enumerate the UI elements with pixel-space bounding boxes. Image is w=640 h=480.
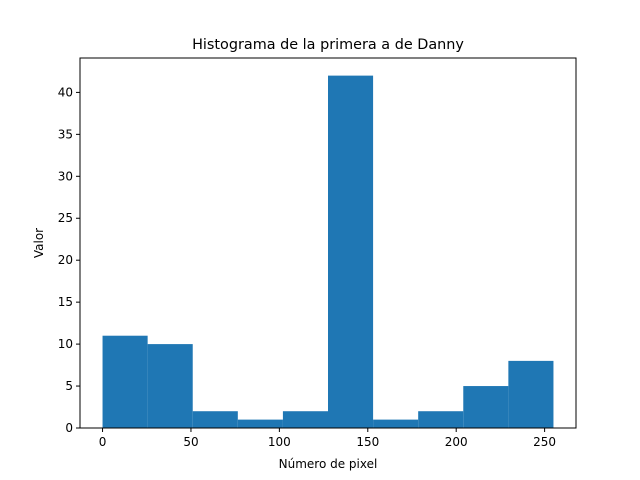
histogram-bar	[237, 419, 283, 428]
histogram-bar	[418, 411, 464, 428]
x-axis-ticks: 0 50 100 150 200 250	[99, 428, 556, 449]
chart-title: Histograma de la primera a de Danny	[192, 37, 464, 53]
y-tick-label: 35	[58, 127, 73, 141]
y-axis-ticks: 0 5 10 15 20 25 30 35 40	[58, 85, 80, 435]
histogram-bar	[328, 75, 374, 428]
x-tick-label: 150	[356, 435, 379, 449]
x-tick-label: 0	[99, 435, 107, 449]
bars-group	[102, 75, 554, 428]
histogram-bar	[147, 344, 193, 428]
histogram-bar	[373, 419, 419, 428]
y-tick-label: 5	[65, 379, 73, 393]
y-tick-label: 15	[58, 295, 73, 309]
x-tick-label: 250	[533, 435, 556, 449]
y-tick-label: 40	[58, 85, 73, 99]
histogram-bar	[102, 335, 148, 428]
x-tick-label: 50	[183, 435, 198, 449]
y-tick-label: 25	[58, 211, 73, 225]
histogram-bar	[192, 411, 238, 428]
x-tick-label: 100	[268, 435, 291, 449]
x-axis-label: Número de pixel	[279, 457, 378, 471]
y-tick-label: 0	[65, 421, 73, 435]
x-tick-label: 200	[445, 435, 468, 449]
plot-frame	[79, 57, 577, 429]
histogram-bar	[508, 360, 554, 428]
y-tick-label: 10	[58, 337, 73, 351]
y-tick-label: 20	[58, 253, 73, 267]
y-tick-label: 30	[58, 169, 73, 183]
histogram-bar	[282, 411, 328, 428]
histogram-bar	[463, 386, 509, 428]
y-axis-label: Valor	[32, 228, 46, 258]
